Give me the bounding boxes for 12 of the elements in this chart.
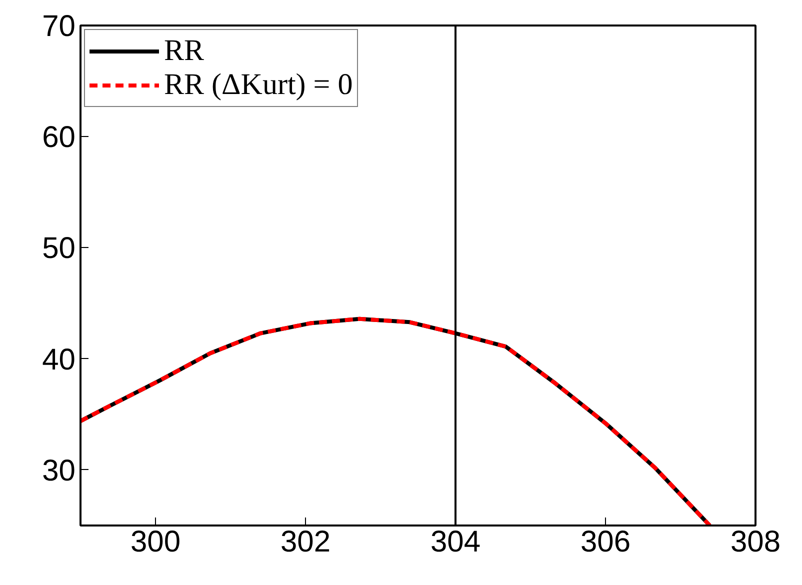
y-tick-label: 30 xyxy=(42,454,76,488)
x-tick-label: 300 xyxy=(130,526,181,558)
y-tick-label: 70 xyxy=(42,10,76,43)
legend-label: RR (ΔKurt) = 0 xyxy=(164,68,353,102)
x-tick-label: 304 xyxy=(430,526,481,558)
y-tick-label: 40 xyxy=(42,343,76,376)
x-tick-label: 302 xyxy=(280,526,331,558)
x-tick-label: 306 xyxy=(580,526,631,558)
y-tick-label: 60 xyxy=(42,121,76,154)
legend-label: RR xyxy=(164,34,204,68)
y-tick-label: 50 xyxy=(42,232,76,266)
x-tick-label: 308 xyxy=(730,526,781,558)
